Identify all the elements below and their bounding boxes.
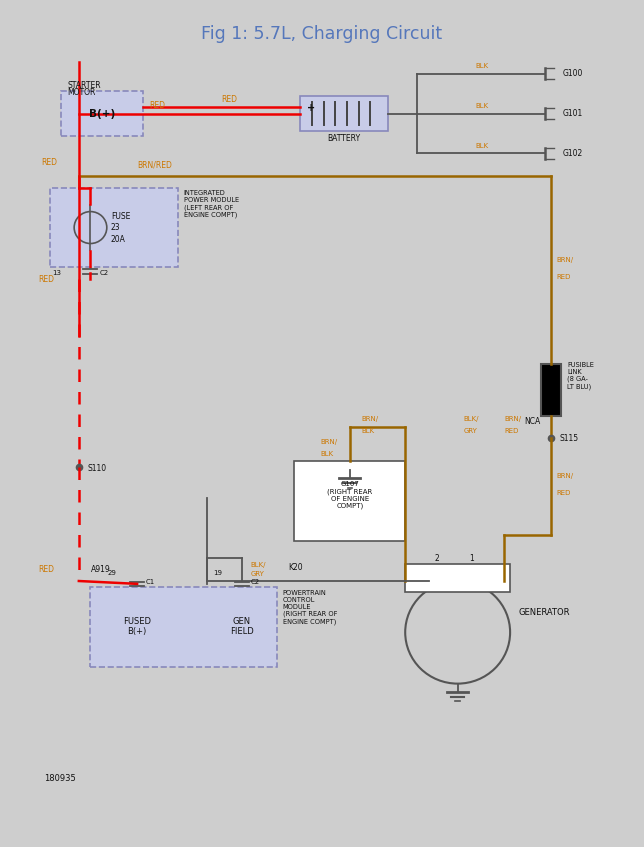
FancyBboxPatch shape [300,97,388,130]
Text: MOTOR: MOTOR [67,88,95,97]
Text: G100: G100 [563,69,583,79]
Text: B(+): B(+) [89,108,115,119]
Text: NCA: NCA [525,418,541,426]
Text: BRN/: BRN/ [556,473,574,479]
Text: BRN/: BRN/ [321,440,338,446]
Text: GRY: GRY [464,428,477,434]
Text: RED: RED [222,95,238,104]
FancyBboxPatch shape [294,462,405,541]
Text: STARTER: STARTER [67,80,101,90]
Text: BLK/: BLK/ [251,562,266,567]
Text: RED: RED [556,274,571,280]
Text: RED: RED [149,101,165,110]
Text: RED: RED [556,490,571,496]
Text: G107
(RIGHT REAR
OF ENGINE
COMPT): G107 (RIGHT REAR OF ENGINE COMPT) [327,481,372,510]
Text: +: + [307,102,316,113]
Text: S110: S110 [88,464,107,473]
Text: 20A: 20A [111,235,126,244]
Text: BATTERY: BATTERY [327,134,361,143]
Text: 180935: 180935 [44,773,75,783]
Text: 13: 13 [53,270,62,276]
Text: BLK/: BLK/ [464,417,479,423]
Text: BLK: BLK [475,102,488,108]
Text: BLK: BLK [361,428,375,434]
Text: C1: C1 [146,579,155,585]
Text: BLK: BLK [475,143,488,149]
Text: G102: G102 [563,149,583,158]
Text: C2: C2 [251,579,260,585]
Text: INTEGRATED
POWER MODULE
(LEFT REAR OF
ENGINE COMPT): INTEGRATED POWER MODULE (LEFT REAR OF EN… [184,191,239,219]
Text: FUSE: FUSE [111,212,130,221]
Text: A919: A919 [90,566,110,574]
FancyBboxPatch shape [61,91,143,136]
Text: RED: RED [38,566,54,574]
Text: GEN
FIELD: GEN FIELD [230,617,254,636]
Text: BRN/: BRN/ [361,417,379,423]
FancyBboxPatch shape [90,587,277,667]
Text: 1: 1 [469,554,474,563]
FancyBboxPatch shape [541,364,561,416]
Text: K20: K20 [289,562,303,572]
Text: GRY: GRY [251,572,265,578]
FancyBboxPatch shape [50,188,178,268]
Text: RED: RED [38,274,54,284]
Text: POWERTRAIN
CONTROL
MODULE
(RIGHT REAR OF
ENGINE COMPT): POWERTRAIN CONTROL MODULE (RIGHT REAR OF… [283,590,337,624]
Text: RED: RED [504,428,518,434]
Text: BRN/: BRN/ [504,417,522,423]
Text: C2: C2 [99,270,108,276]
Text: 23: 23 [111,224,120,232]
Text: FUSIBLE
LINK
(8 GA-
LT BLU): FUSIBLE LINK (8 GA- LT BLU) [567,362,594,390]
FancyBboxPatch shape [405,564,510,592]
Text: 29: 29 [108,570,117,576]
Text: 19: 19 [213,570,222,576]
Text: BRN/RED: BRN/RED [137,161,172,169]
Text: BLK: BLK [321,451,334,457]
Text: S115: S115 [560,435,579,443]
Text: Fig 1: 5.7L, Charging Circuit: Fig 1: 5.7L, Charging Circuit [202,25,442,43]
Text: FUSED
B(+): FUSED B(+) [123,617,151,636]
Text: 2: 2 [434,554,439,563]
Text: BLK: BLK [475,63,488,69]
Text: BRN/: BRN/ [556,257,574,263]
Text: RED: RED [41,158,57,167]
Text: G101: G101 [563,109,583,119]
Text: GENERATOR: GENERATOR [519,608,571,617]
